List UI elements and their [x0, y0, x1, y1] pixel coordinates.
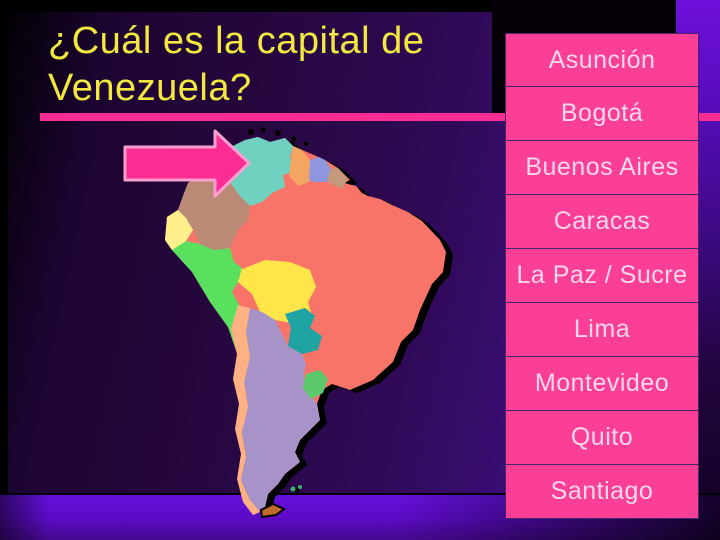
answer-option-quito[interactable]: Quito	[505, 411, 699, 465]
answer-option-santiago[interactable]: Santiago	[505, 465, 699, 519]
title-underline	[40, 113, 720, 121]
answer-option-lima[interactable]: Lima	[505, 303, 699, 357]
south-america-map	[165, 127, 453, 519]
page-title: ¿Cuál es la capital de Venezuela?	[48, 18, 424, 112]
answer-option-bogota[interactable]: Bogotá	[505, 87, 699, 141]
answer-option-buenos-aires[interactable]: Buenos Aires	[505, 141, 699, 195]
answer-option-asuncion[interactable]: Asunción	[505, 33, 699, 87]
answer-option-montevideo[interactable]: Montevideo	[505, 357, 699, 411]
answer-option-la-paz-sucre[interactable]: La Paz / Sucre	[505, 249, 699, 303]
answer-option-caracas[interactable]: Caracas	[505, 195, 699, 249]
title-line-1: ¿Cuál es la capital de	[48, 20, 425, 62]
title-line-2: Venezuela?	[48, 67, 252, 109]
background-left-edge	[0, 0, 8, 494]
horizon-line	[0, 493, 720, 495]
arrow-icon	[123, 129, 251, 198]
answer-list: Asunción Bogotá Buenos Aires Caracas La …	[505, 33, 699, 519]
